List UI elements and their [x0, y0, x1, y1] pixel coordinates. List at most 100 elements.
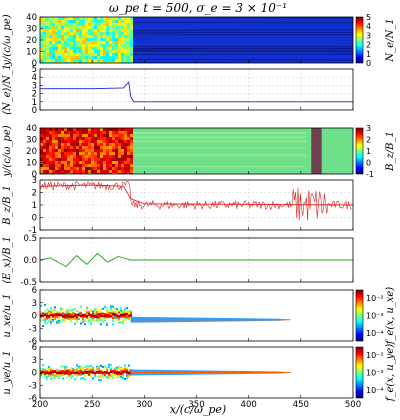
density-cell: [76, 59, 79, 62]
bz-cell: [58, 167, 61, 170]
bz-cell: [118, 146, 121, 149]
bz-cell: [73, 164, 76, 167]
phase-cell: [108, 376, 110, 379]
phase-cell: [68, 315, 70, 318]
bz-cell: [109, 164, 112, 167]
bz-cell: [55, 134, 58, 137]
density-cell: [58, 62, 61, 63]
bz-cell: [115, 167, 118, 170]
phase-cell: [60, 320, 62, 323]
bz-cell: [64, 170, 67, 173]
bz-cell: [43, 146, 46, 149]
density-cell: [46, 53, 49, 56]
bz-cell: [103, 143, 106, 146]
bz-cell: [130, 137, 133, 140]
y-tick-label: -0.5: [20, 278, 37, 288]
bz-cell: [124, 152, 127, 155]
density-cell: [85, 38, 88, 41]
density-cell: [79, 41, 82, 44]
bz-fluctuations: [40, 181, 353, 221]
density-cell: [112, 44, 115, 47]
phase-cell: [110, 367, 112, 370]
density-cell: [46, 20, 49, 23]
phase-cell: [116, 375, 118, 378]
density-cell: [88, 44, 91, 47]
bz-cell: [97, 143, 100, 146]
bz-cell: [76, 137, 79, 140]
phase-cell: [40, 319, 42, 322]
phase-cell: [60, 374, 62, 377]
phase-cell: [72, 312, 74, 315]
density-cell: [52, 23, 55, 26]
bz-cell: [91, 146, 94, 149]
density-cell: [94, 32, 97, 35]
phase-cell: [102, 371, 104, 374]
phase-cell: [60, 309, 62, 312]
bz-cell: [82, 152, 85, 155]
bz-cell: [61, 167, 64, 170]
bz-cell: [130, 167, 133, 170]
density-cell: [70, 53, 73, 56]
phase-cell: [40, 370, 42, 373]
bz-cell: [115, 128, 118, 131]
bz-cell: [106, 170, 109, 173]
bz-cell: [127, 140, 130, 143]
bz-cell: [61, 128, 64, 131]
phase-cell: [74, 317, 76, 320]
density-cell: [61, 32, 64, 35]
density-cell: [67, 17, 70, 20]
bz-cell: [88, 149, 91, 152]
bz-cell: [58, 128, 61, 131]
phase-cell: [98, 315, 100, 318]
density-cell: [49, 56, 52, 59]
bz-cell: [58, 134, 61, 137]
bz-cell: [106, 149, 109, 152]
density-cell: [49, 41, 52, 44]
bz-cell: [46, 161, 49, 164]
phase-cell: [46, 322, 48, 325]
density-cell: [64, 38, 67, 41]
phase-cell: [106, 367, 108, 370]
bz-cell: [109, 143, 112, 146]
phase-cell: [70, 317, 72, 320]
density-cell: [67, 38, 70, 41]
phase-cell: [76, 314, 78, 317]
bz-cell: [52, 137, 55, 140]
phase-cell: [68, 309, 70, 312]
phase-cell: [112, 373, 114, 376]
phase-cell: [124, 366, 126, 369]
bz-cell: [121, 167, 124, 170]
density-cell: [94, 35, 97, 38]
density-cell: [109, 29, 112, 32]
density-cell: [73, 53, 76, 56]
bz-cell: [109, 155, 112, 158]
bz-cell: [91, 173, 94, 174]
density-cell: [103, 17, 106, 20]
density-cell: [130, 23, 133, 26]
bz-cell: [109, 146, 112, 149]
density-cell: [52, 53, 55, 56]
phase-cell: [50, 307, 52, 310]
bz-cell: [61, 146, 64, 149]
density-cell: [40, 23, 43, 26]
phase-cell: [86, 365, 88, 368]
density-cell: [121, 17, 124, 20]
phase-cell: [106, 371, 108, 374]
density-cell: [49, 32, 52, 35]
density-cell: [70, 26, 73, 29]
bz-cell: [49, 170, 52, 173]
bz-cell: [130, 173, 133, 174]
phase-cell: [46, 316, 48, 319]
phase-cell: [84, 315, 86, 318]
bz-cell: [40, 173, 43, 174]
density-cell: [52, 20, 55, 23]
bz-cell: [127, 128, 130, 131]
phase-cell: [94, 369, 96, 372]
phase-cell: [52, 308, 54, 311]
bz-map-colorbar: [355, 127, 364, 175]
phase-cell: [78, 374, 80, 377]
bz-cell: [115, 161, 118, 164]
phase-cell: [76, 316, 78, 319]
phase-cell: [66, 368, 68, 371]
phase-cell: [84, 309, 86, 312]
